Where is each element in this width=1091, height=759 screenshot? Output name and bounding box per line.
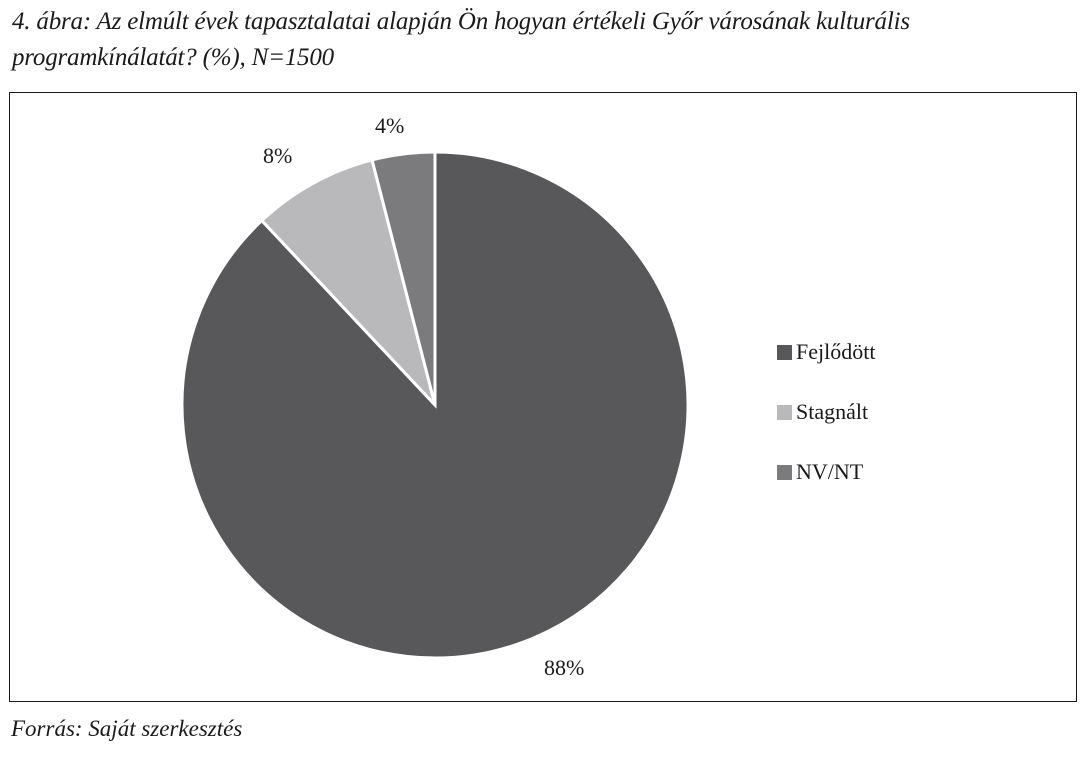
legend-label: Stagnált — [796, 399, 869, 424]
label-fejlodott: 88% — [544, 655, 585, 680]
legend-item-stagnalt: Stagnált — [777, 397, 875, 427]
label-stagnalt: 8% — [263, 143, 293, 168]
legend-label: NV/NT — [796, 459, 864, 484]
slice-stagnalt — [259, 158, 437, 407]
label-nvnt: 4% — [375, 113, 405, 138]
legend-swatch-icon — [777, 344, 792, 360]
legend: Fejlődött Stagnált NV/NT — [777, 337, 875, 517]
source-note: Forrás: Saját szerkesztés — [11, 716, 243, 741]
legend-swatch-icon — [777, 464, 792, 480]
slice-nvnt — [370, 150, 437, 406]
legend-label: Fejlődött — [796, 339, 876, 364]
figure-title: 4. ábra: Az elmúlt évek tapasztalatai al… — [12, 8, 910, 71]
legend-item-nvnt: NV/NT — [777, 457, 875, 487]
legend-item-fejlodott: Fejlődött — [777, 337, 875, 367]
legend-swatch-icon — [777, 404, 792, 420]
chart-frame — [9, 92, 1077, 702]
